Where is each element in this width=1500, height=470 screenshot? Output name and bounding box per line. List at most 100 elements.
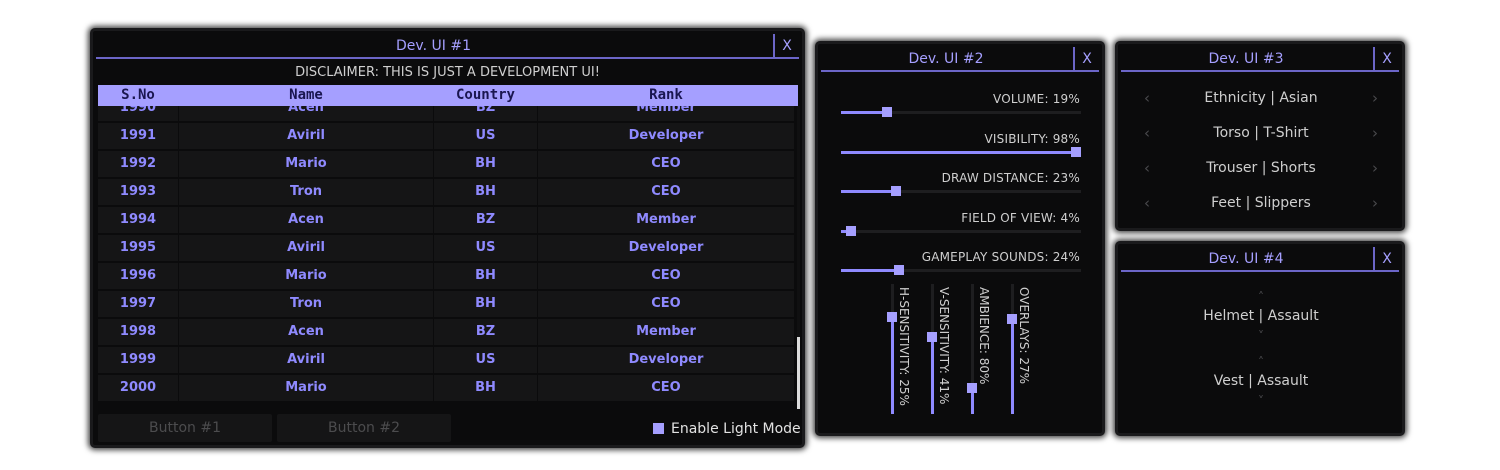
- cell-rank: Member: [538, 319, 794, 345]
- cell-sno: 1996: [98, 263, 178, 289]
- option-selector: ‹ Ethnicity | Asian ›: [1138, 86, 1384, 110]
- vertical-slider-label: OVERLAYS: 27%: [1017, 287, 1031, 385]
- dev-ui-4-window: Dev. UI #4 X ˄ Helmet | Assault ˅ ˄ Vest | A…: [1115, 241, 1405, 436]
- close-button[interactable]: X: [1373, 247, 1399, 271]
- scrollbar-track[interactable]: [797, 106, 800, 409]
- cell-name: Mario: [179, 375, 433, 401]
- selector-value: Helmet | Assault: [1203, 308, 1319, 324]
- slider-track[interactable]: [841, 265, 1081, 275]
- chevron-left-icon[interactable]: ‹: [1144, 124, 1150, 142]
- close-button[interactable]: X: [1373, 47, 1399, 71]
- cell-rank: Developer: [538, 235, 794, 261]
- slider-thumb[interactable]: [845, 225, 856, 236]
- dev-ui-2-titlebar: Dev. UI #2 X: [821, 46, 1099, 72]
- column-header-country[interactable]: Country: [455, 87, 515, 103]
- chevron-right-icon[interactable]: ›: [1372, 124, 1378, 142]
- button-1[interactable]: Button #1: [98, 414, 272, 442]
- button-2[interactable]: Button #2: [277, 414, 451, 442]
- column-header-name[interactable]: Name: [289, 87, 323, 103]
- window-title: Dev. UI #4: [1208, 251, 1284, 267]
- vertical-slider-label: H-SENSITIVITY: 25%: [897, 287, 911, 406]
- table-row[interactable]: 1994 Acen BZ Member: [98, 207, 794, 233]
- table-row[interactable]: 2000 Mario BH CEO: [98, 375, 794, 401]
- chevron-left-icon[interactable]: ‹: [1144, 159, 1150, 177]
- cell-name: Mario: [179, 263, 433, 289]
- chevron-right-icon[interactable]: ›: [1372, 89, 1378, 107]
- slider-thumb[interactable]: [1071, 146, 1082, 157]
- cell-name: Aviril: [179, 235, 433, 261]
- slider-thumb[interactable]: [891, 186, 902, 196]
- cell-country: BH: [434, 291, 537, 317]
- vertical-slider-thumb[interactable]: [927, 332, 937, 343]
- table-row[interactable]: 1998 Acen BZ Member: [98, 319, 794, 345]
- vertical-slider-fill: [971, 388, 974, 414]
- vertical-slider-fill: [891, 316, 894, 414]
- column-header-sno[interactable]: S.No: [121, 87, 155, 103]
- table-row[interactable]: 1991 Aviril US Developer: [98, 123, 794, 149]
- slider-track[interactable]: [841, 186, 1081, 196]
- cell-sno: 1992: [98, 151, 178, 177]
- dev-ui-2-window: Dev. UI #2 X VOLUME: 19% VISIBILITY: 98% D…: [815, 41, 1105, 436]
- scrollbar-thumb[interactable]: [797, 337, 800, 409]
- chevron-left-icon[interactable]: ‹: [1144, 194, 1150, 212]
- table-row[interactable]: 1997 Tron BH CEO: [98, 291, 794, 317]
- table-row[interactable]: 1999 Aviril US Developer: [98, 347, 794, 373]
- chevron-up-icon[interactable]: ˄: [1258, 290, 1264, 304]
- slider-label: DRAW DISTANCE: 23%: [941, 171, 1080, 185]
- cell-sno: 1994: [98, 207, 178, 233]
- vertical-slider-track[interactable]: [1007, 284, 1017, 414]
- chevron-right-icon[interactable]: ›: [1372, 159, 1378, 177]
- cell-sno: 1990: [98, 106, 178, 121]
- vertical-slider-thumb[interactable]: [887, 311, 897, 322]
- close-button[interactable]: X: [1073, 47, 1099, 71]
- chevron-down-icon[interactable]: ˅: [1258, 394, 1264, 408]
- selector-value: Ethnicity | Asian: [1204, 90, 1318, 106]
- chevron-up-icon[interactable]: ˄: [1258, 355, 1264, 369]
- selector-value: Vest | Assault: [1213, 373, 1309, 389]
- chevron-left-icon[interactable]: ‹: [1144, 89, 1150, 107]
- disclaimer-text: DISCLAIMER: THIS IS JUST A DEVELOPMENT U…: [295, 65, 600, 80]
- table-header: S.No Name Country Rank: [98, 85, 798, 106]
- close-button[interactable]: X: [773, 34, 799, 58]
- table-row[interactable]: 1992 Mario BH CEO: [98, 151, 794, 177]
- option-selector: ‹ Trouser | Shorts ›: [1138, 156, 1384, 180]
- option-selector: ‹ Torso | T-Shirt ›: [1138, 121, 1384, 145]
- chevron-right-icon[interactable]: ›: [1372, 194, 1378, 212]
- slider-track[interactable]: [841, 107, 1081, 117]
- option-selector: ‹ Feet | Slippers ›: [1138, 191, 1384, 215]
- table-row[interactable]: 1990 Acen BZ Member: [98, 106, 794, 121]
- vertical-slider-fill: [1011, 319, 1014, 414]
- vertical-slider-track[interactable]: [887, 284, 897, 414]
- table-row[interactable]: 1993 Tron BH CEO: [98, 179, 794, 205]
- slider-track[interactable]: [841, 225, 1081, 236]
- vertical-slider-thumb[interactable]: [967, 383, 977, 393]
- vertical-slider-track[interactable]: [967, 284, 977, 414]
- cell-rank: Member: [538, 106, 794, 121]
- table-row[interactable]: 1996 Mario BH CEO: [98, 263, 794, 289]
- slider-track[interactable]: [841, 146, 1082, 157]
- cell-country: BZ: [434, 207, 537, 233]
- dev-ui-1-titlebar: Dev. UI #1 X: [96, 33, 799, 59]
- column-header-rank[interactable]: Rank: [649, 87, 683, 103]
- cell-sno: 1999: [98, 347, 178, 373]
- vertical-slider-track[interactable]: [927, 284, 937, 414]
- table-row[interactable]: 1995 Aviril US Developer: [98, 235, 794, 261]
- slider-label: GAMEPLAY SOUNDS: 24%: [921, 250, 1080, 264]
- cell-country: US: [434, 123, 537, 149]
- light-mode-checkbox[interactable]: [653, 423, 664, 434]
- slider-fill: [841, 150, 1077, 154]
- cell-name: Acen: [179, 106, 433, 121]
- vertical-slider-thumb[interactable]: [1007, 314, 1017, 325]
- vertical-slider-label: V-SENSITIVITY: 41%: [937, 287, 951, 405]
- light-mode-label[interactable]: Enable Light Mode: [671, 421, 801, 437]
- cell-rank: Developer: [538, 347, 794, 373]
- cell-rank: CEO: [538, 375, 794, 401]
- window-title: Dev. UI #3: [1208, 51, 1284, 67]
- slider-thumb[interactable]: [893, 265, 904, 275]
- slider-fill: [841, 269, 899, 272]
- window-title: Dev. UI #2: [908, 51, 984, 67]
- cell-name: Acen: [179, 319, 433, 345]
- cell-rank: Member: [538, 207, 794, 233]
- chevron-down-icon[interactable]: ˅: [1258, 329, 1264, 343]
- slider-thumb[interactable]: [881, 107, 892, 117]
